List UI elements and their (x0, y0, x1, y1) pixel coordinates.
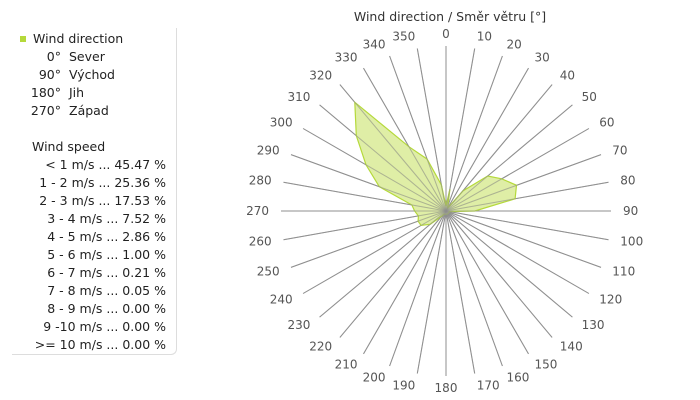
chart-title: Wind direction / Směr větru [°] (353, 9, 547, 24)
wind-speed-row: 6 - 7 m/s ... 0.21 % (47, 265, 166, 280)
spoke-overlay-100 (445, 210, 609, 241)
spoke-overlay-290 (290, 154, 447, 212)
direction-key-name: Východ (69, 67, 115, 82)
direction-tick-label: 70 (612, 144, 627, 158)
direction-tick-label: 320 (309, 68, 332, 82)
direction-tick-label: 140 (560, 340, 583, 354)
direction-tick-label: 200 (363, 370, 386, 384)
direction-tick-label: 10 (477, 30, 492, 44)
spoke-overlay-160 (445, 210, 503, 367)
spoke-overlay-30 (445, 67, 529, 212)
direction-key-degrees: 0° (46, 49, 61, 64)
direction-key-row: 0° Sever (12, 49, 105, 64)
direction-key-name: Sever (69, 49, 105, 64)
direction-tick-label: 230 (287, 318, 310, 332)
legend-series-item[interactable]: Wind direction (20, 31, 123, 46)
direction-tick-label: 330 (335, 51, 358, 65)
direction-tick-label: 300 (270, 116, 293, 130)
direction-tick-label: 290 (257, 144, 280, 158)
spoke-overlay-340 (389, 55, 447, 212)
direction-key-name: Jih (69, 85, 85, 100)
direction-key-row: 90° Východ (12, 67, 115, 82)
spoke-overlay-10 (445, 48, 476, 212)
wind-speed-row: 8 - 9 m/s ... 0.00 % (47, 301, 166, 316)
wind-speed-row: 4 - 5 m/s ... 2.86 % (47, 229, 166, 244)
spoke-overlay-140 (445, 210, 553, 338)
direction-key-name: Západ (69, 103, 109, 118)
legend-series-label: Wind direction (33, 31, 124, 46)
spoke-overlay-200 (389, 210, 447, 367)
direction-tick-label: 120 (599, 293, 622, 307)
direction-tick-label: 90 (623, 204, 638, 218)
spoke-overlay-210 (363, 210, 447, 355)
direction-tick-label: 260 (249, 235, 272, 249)
direction-tick-label: 0 (442, 27, 450, 41)
spoke-overlay-310 (319, 104, 447, 212)
direction-tick-label: 110 (612, 265, 635, 279)
legend: Wind direction 0° Sever 90° Východ 180° Jih… (12, 28, 177, 355)
direction-key-degrees: 270° (30, 103, 61, 118)
spoke-overlay-60 (445, 128, 590, 212)
direction-key-row: 180° Jih (12, 85, 84, 100)
direction-tick-label: 350 (392, 30, 415, 44)
direction-tick-label: 20 (507, 38, 522, 52)
direction-tick-label: 240 (270, 293, 293, 307)
direction-tick-label: 310 (287, 90, 310, 104)
direction-tick-label: 80 (620, 173, 635, 187)
direction-tick-label: 100 (620, 235, 643, 249)
direction-tick-label: 280 (249, 173, 272, 187)
spoke-overlay-170 (445, 210, 476, 374)
spoke-overlay-320 (339, 84, 447, 212)
direction-tick-label: 130 (582, 318, 605, 332)
direction-tick-label: 50 (582, 90, 597, 104)
spoke-overlay-40 (445, 84, 553, 212)
spoke-overlay-350 (416, 48, 447, 212)
wind-speed-row: 9 -10 m/s ... 0.00 % (43, 319, 166, 334)
spoke-overlay-110 (445, 210, 602, 268)
direction-tick-label: 170 (477, 378, 500, 392)
spoke-overlay-190 (416, 210, 447, 374)
wind-speed-row: < 1 m/s ... 45.47 % (45, 157, 166, 172)
wind-speed-row: 1 - 2 m/s ... 25.36 % (39, 175, 166, 190)
direction-tick-label: 190 (392, 378, 415, 392)
wind-speed-row: 7 - 8 m/s ... 0.05 % (47, 283, 166, 298)
direction-tick-label: 270 (246, 204, 269, 218)
spoke-overlay-240 (302, 210, 447, 294)
spoke-overlay-280 (283, 181, 447, 212)
direction-tick-label: 30 (535, 51, 550, 65)
spoke-overlay-80 (445, 181, 609, 212)
direction-tick-label: 40 (560, 68, 575, 82)
spoke-overlay-70 (445, 154, 602, 212)
spoke-overlay-130 (445, 210, 573, 318)
direction-tick-label: 180 (435, 381, 458, 395)
wind-speed-title: Wind speed (32, 139, 106, 154)
direction-key-degrees: 90° (38, 67, 61, 82)
direction-tick-label: 220 (309, 340, 332, 354)
wind-speed-row: >= 10 m/s ... 0.00 % (34, 337, 166, 352)
spoke-overlay-230 (319, 210, 447, 318)
legend-swatch (20, 35, 26, 42)
spoke-overlay-260 (283, 210, 447, 241)
direction-key-row: 270° Západ (12, 103, 109, 118)
direction-tick-label: 60 (599, 116, 614, 130)
direction-tick-label: 340 (363, 38, 386, 52)
spoke-overlay-330 (363, 67, 447, 212)
direction-key-degrees: 180° (30, 85, 61, 100)
wind-speed-row: 5 - 6 m/s ... 1.00 % (47, 247, 166, 262)
direction-tick-label: 250 (257, 265, 280, 279)
spoke-overlay-50 (445, 104, 573, 212)
wind-speed-row: 2 - 3 m/s ... 17.53 % (39, 193, 166, 208)
spoke-overlay-250 (290, 210, 447, 268)
spoke-overlay-220 (339, 210, 447, 338)
spoke-overlay-300 (302, 128, 447, 212)
spoke-overlay-20 (445, 55, 503, 212)
direction-tick-label: 210 (335, 357, 358, 371)
direction-tick-label: 150 (535, 357, 558, 371)
direction-tick-label: 160 (507, 370, 530, 384)
wind-speed-row: 3 - 4 m/s ... 7.52 % (47, 211, 166, 226)
spoke-overlay-150 (445, 210, 529, 355)
spoke-overlay-120 (445, 210, 590, 294)
